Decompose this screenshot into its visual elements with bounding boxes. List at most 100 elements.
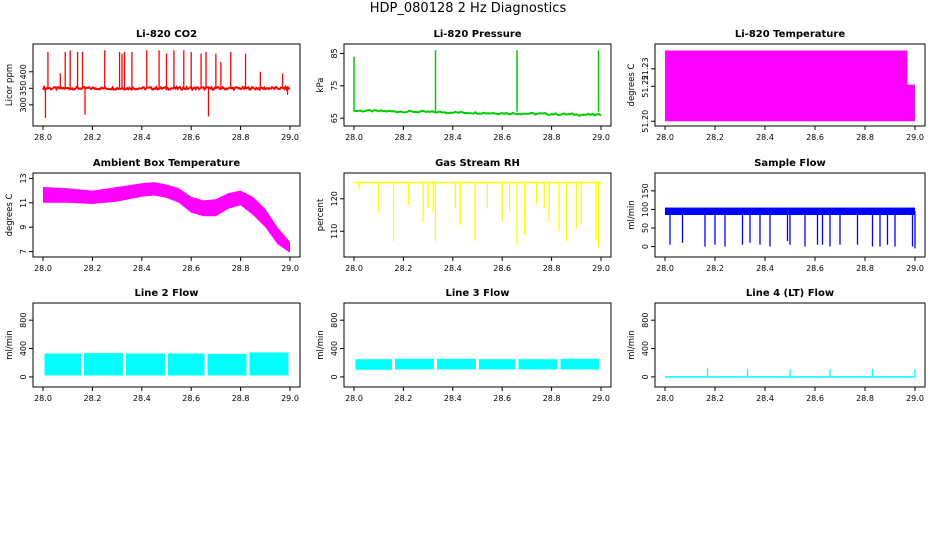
y-tick-label: 300 [19, 97, 28, 112]
x-tick-label: 29.0 [592, 133, 610, 142]
y-tick-label: 400 [330, 341, 339, 356]
x-tick-label: 28.2 [706, 394, 724, 403]
panel-title: Line 2 Flow [135, 288, 199, 299]
y-tick-label: 0 [641, 374, 650, 379]
series-segment [168, 353, 205, 376]
y-tick-label: 50 [641, 223, 650, 233]
y-tick-label: 51.20 [641, 110, 650, 133]
x-tick-label: 29.0 [906, 133, 924, 142]
x-tick-label: 28.6 [182, 264, 200, 273]
x-tick-label: 28.6 [806, 264, 824, 273]
y-axis-label: Licor ppm [5, 64, 15, 106]
panel-3: Ambient Box Temperature 28.0 28.2 28.4 28.6 2… [5, 158, 301, 273]
y-axis-label: percent [316, 198, 326, 231]
series-area [665, 50, 915, 122]
y-tick-label: 100 [641, 202, 650, 217]
x-tick-label: 28.4 [756, 264, 774, 273]
panel-5: Sample Flow 28.0 28.2 28.4 28.6 28.8 29.0 0 50 10… [627, 158, 926, 273]
x-tick-label: 28.0 [345, 133, 363, 142]
y-tick-label: 800 [330, 313, 339, 328]
plot-frame [343, 172, 612, 258]
x-tick-label: 28.2 [394, 394, 412, 403]
y-tick-label: 800 [641, 313, 650, 328]
x-tick-label: 28.2 [394, 264, 412, 273]
x-tick-label: 28.0 [34, 264, 52, 273]
panel-6: Line 2 Flow 28.0 28.2 28.4 28.6 28.8 29.0 0 400 8… [5, 288, 301, 403]
series-segment [249, 352, 289, 376]
x-tick-label: 28.0 [656, 264, 674, 273]
series-segment [437, 358, 476, 370]
x-tick-label: 28.2 [706, 264, 724, 273]
x-tick-label: 28.8 [856, 133, 874, 142]
x-tick-label: 28.0 [345, 264, 363, 273]
panel-8: Line 4 (LT) Flow 28.0 28.2 28.4 28.6 28.8 29.0… [627, 288, 926, 403]
series-segment [518, 359, 558, 370]
x-tick-label: 28.8 [543, 133, 561, 142]
plot-frame [654, 302, 926, 388]
panel-7: Line 3 Flow 28.0 28.2 28.4 28.6 28.8 29.0 0 400 8… [316, 288, 612, 403]
x-tick-label: 29.0 [592, 394, 610, 403]
y-tick-label: 0 [19, 374, 28, 379]
plot-frame [32, 43, 301, 127]
x-tick-label: 28.2 [706, 133, 724, 142]
x-tick-label: 28.4 [133, 394, 151, 403]
y-tick-label: 7 [19, 249, 28, 254]
x-tick-label: 28.8 [543, 264, 561, 273]
y-tick-label: 51.23 [641, 57, 650, 80]
y-tick-label: 75 [330, 81, 339, 91]
y-tick-label: 400 [641, 341, 650, 356]
panel-0: Li-820 CO2 28.0 28.2 28.4 28.6 28.8 29.0 300350… [5, 29, 301, 142]
series-segment [44, 353, 82, 376]
page-title: HDP_080128 2 Hz Diagnostics [369, 1, 567, 16]
panel-title: Line 4 (LT) Flow [746, 288, 834, 299]
y-tick-label: 0 [641, 244, 650, 249]
x-tick-label: 28.0 [34, 394, 52, 403]
y-tick-label: 800 [19, 313, 28, 328]
x-tick-label: 29.0 [906, 264, 924, 273]
y-tick-label: 350 [19, 81, 28, 96]
panel-title: Ambient Box Temperature [93, 158, 240, 169]
x-tick-label: 28.8 [232, 394, 250, 403]
x-tick-label: 29.0 [281, 394, 299, 403]
y-tick-label: 400 [19, 341, 28, 356]
y-axis-label: degrees C [627, 64, 637, 107]
x-tick-label: 28.2 [83, 394, 101, 403]
series-baseline [42, 84, 291, 92]
y-axis-label: ml/min [627, 200, 637, 230]
y-axis-label: degrees C [5, 194, 15, 237]
panel-title: Li-820 Pressure [433, 29, 521, 40]
y-axis-label: ml/min [5, 330, 15, 360]
plot-frame [32, 302, 301, 388]
x-tick-label: 28.0 [656, 133, 674, 142]
panel-4: Gas Stream RH 28.0 28.2 28.4 28.6 28.8 29.0 110… [316, 158, 612, 273]
series-segment [395, 358, 435, 370]
x-tick-label: 28.6 [493, 394, 511, 403]
x-tick-label: 28.4 [444, 394, 462, 403]
x-tick-label: 28.4 [444, 133, 462, 142]
series-area [43, 182, 290, 253]
x-tick-label: 29.0 [592, 264, 610, 273]
x-tick-label: 28.4 [133, 264, 151, 273]
y-axis-label: ml/min [627, 330, 637, 360]
series-segment [479, 359, 516, 370]
plot-frame [343, 302, 612, 388]
y-axis-label: kPa [316, 78, 326, 93]
plot-frame [32, 172, 301, 258]
x-tick-label: 28.6 [493, 133, 511, 142]
y-tick-label: 120 [330, 191, 339, 206]
y-tick-label: 65 [330, 113, 339, 123]
plot-frame [654, 43, 926, 127]
x-tick-label: 28.6 [806, 133, 824, 142]
panel-title: Line 3 Flow [446, 288, 510, 299]
y-axis-label: ml/min [316, 330, 326, 360]
series-line [353, 108, 602, 117]
panel-title: Li-820 CO2 [136, 29, 197, 40]
panel-title: Li-820 Temperature [735, 29, 845, 40]
x-tick-label: 28.8 [232, 264, 250, 273]
x-tick-label: 28.8 [856, 394, 874, 403]
x-tick-label: 28.4 [133, 133, 151, 142]
series-segment [207, 353, 247, 376]
y-tick-label: 150 [641, 183, 650, 198]
x-tick-label: 28.6 [182, 133, 200, 142]
